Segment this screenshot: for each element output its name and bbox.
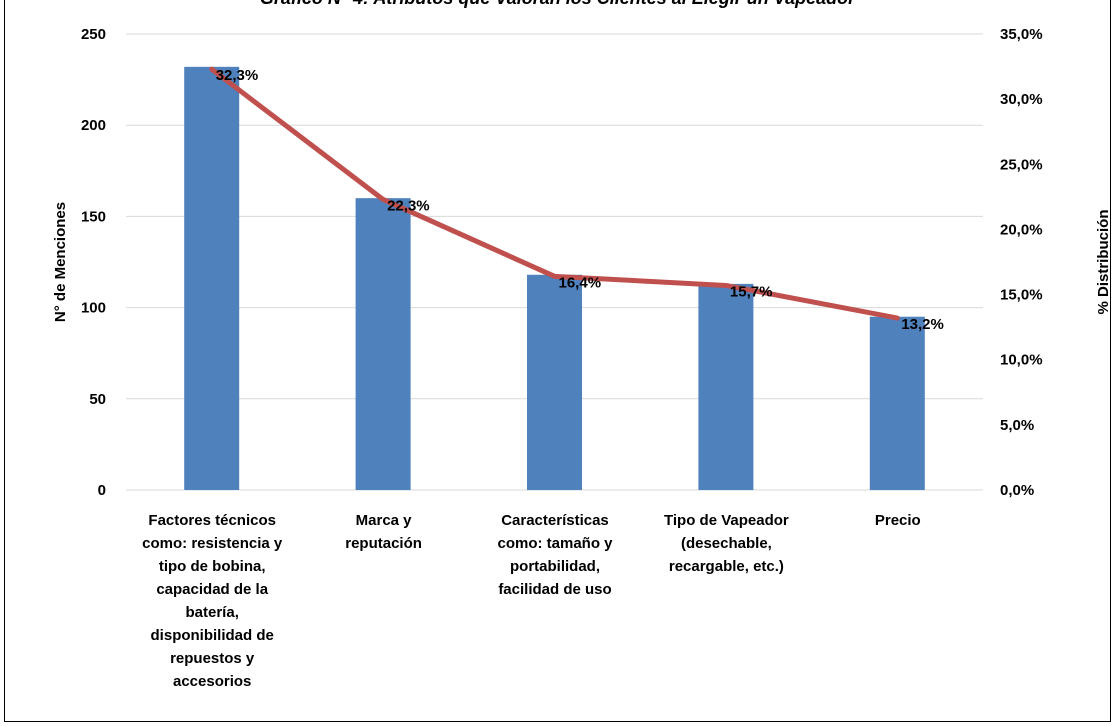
y-axis-title: N° de Menciones xyxy=(52,202,69,322)
y-tick-label: 200 xyxy=(81,117,106,134)
x-category-label-line: disponibilidad de xyxy=(150,627,274,644)
x-category-label-line: Marca y xyxy=(355,512,412,529)
y2-axis-title: % Distribución xyxy=(1095,209,1112,314)
data-label: 16,4% xyxy=(559,274,602,291)
x-category-label-line: facilidad de uso xyxy=(498,581,612,598)
y2-tick-label: 0,0% xyxy=(1000,482,1034,499)
y2-tick-label: 35,0% xyxy=(1000,26,1043,43)
x-category-label-line: reputación xyxy=(345,535,422,552)
percentage-line xyxy=(209,66,900,321)
x-category-label-line: capacidad de la xyxy=(156,581,269,598)
x-category-label-line: como: resistencia y xyxy=(142,535,283,552)
x-category-label: Precio xyxy=(810,509,985,532)
y2-tick-label: 25,0% xyxy=(1000,156,1043,173)
x-category-label: Factores técnicos como: resistencia y tipo… xyxy=(125,509,300,693)
y2-tick-label: 20,0% xyxy=(1000,221,1043,238)
x-category-label-line: Precio xyxy=(874,512,921,529)
x-category-label-line: repuestos y xyxy=(170,650,255,667)
data-label: 22,3% xyxy=(387,197,430,214)
bar xyxy=(869,316,925,490)
y-tick-label: 50 xyxy=(89,391,106,408)
x-category-label-line: Factores técnicos xyxy=(148,512,276,529)
bar xyxy=(184,66,240,490)
y-tick-label: 250 xyxy=(81,26,106,43)
y2-tick-label: 10,0% xyxy=(1000,352,1043,369)
bar xyxy=(527,274,582,490)
x-category-label-line: recargable, etc.) xyxy=(668,558,784,575)
data-label: 13,2% xyxy=(901,316,944,333)
y2-tick-label: 30,0% xyxy=(1000,91,1043,108)
bar xyxy=(355,198,411,490)
x-category-label-line: Características xyxy=(501,512,609,529)
x-category-label: Marca y reputación xyxy=(296,509,471,555)
y2-tick-label: 15,0% xyxy=(1000,287,1043,304)
x-category-label-line: Tipo de Vapeador xyxy=(664,512,789,529)
y-tick-label: 100 xyxy=(81,300,106,317)
x-category-label-line: tipo de bobina, xyxy=(158,558,266,575)
y-tick-label: 150 xyxy=(81,208,106,225)
data-label: 32,3% xyxy=(216,67,259,84)
x-category-label-line: (desechable, xyxy=(680,535,772,552)
x-category-label: Características como: tamaño y portabilida… xyxy=(468,509,643,601)
x-category-label: Tipo de Vapeador (desechable, recargable, … xyxy=(639,509,814,578)
chart-frame xyxy=(4,0,1111,722)
y2-tick-label: 5,0% xyxy=(1000,417,1034,434)
x-category-label-line: como: tamaño y xyxy=(497,535,613,552)
x-category-label-line: portabilidad, xyxy=(510,558,600,575)
y-tick-label: 0 xyxy=(98,482,106,499)
data-label: 15,7% xyxy=(730,283,773,300)
bar xyxy=(698,283,754,490)
chart-title: Gráfico N° 4: Atributos que Valoran los … xyxy=(0,0,1115,9)
x-category-label-line: batería, xyxy=(185,604,239,621)
x-category-label-line: accesorios xyxy=(172,673,252,690)
